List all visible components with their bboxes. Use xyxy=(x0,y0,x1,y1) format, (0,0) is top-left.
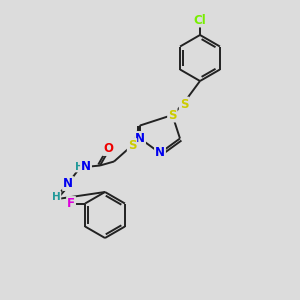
Text: F: F xyxy=(67,197,75,210)
Text: N: N xyxy=(155,146,165,160)
Text: N: N xyxy=(81,160,91,173)
Text: Cl: Cl xyxy=(194,14,206,26)
Text: N: N xyxy=(63,177,73,190)
Text: S: S xyxy=(168,109,177,122)
Text: O: O xyxy=(103,142,113,155)
Text: S: S xyxy=(128,139,136,152)
Text: H: H xyxy=(52,191,60,202)
Text: S: S xyxy=(180,98,188,110)
Text: H: H xyxy=(75,161,83,172)
Text: N: N xyxy=(135,132,145,145)
